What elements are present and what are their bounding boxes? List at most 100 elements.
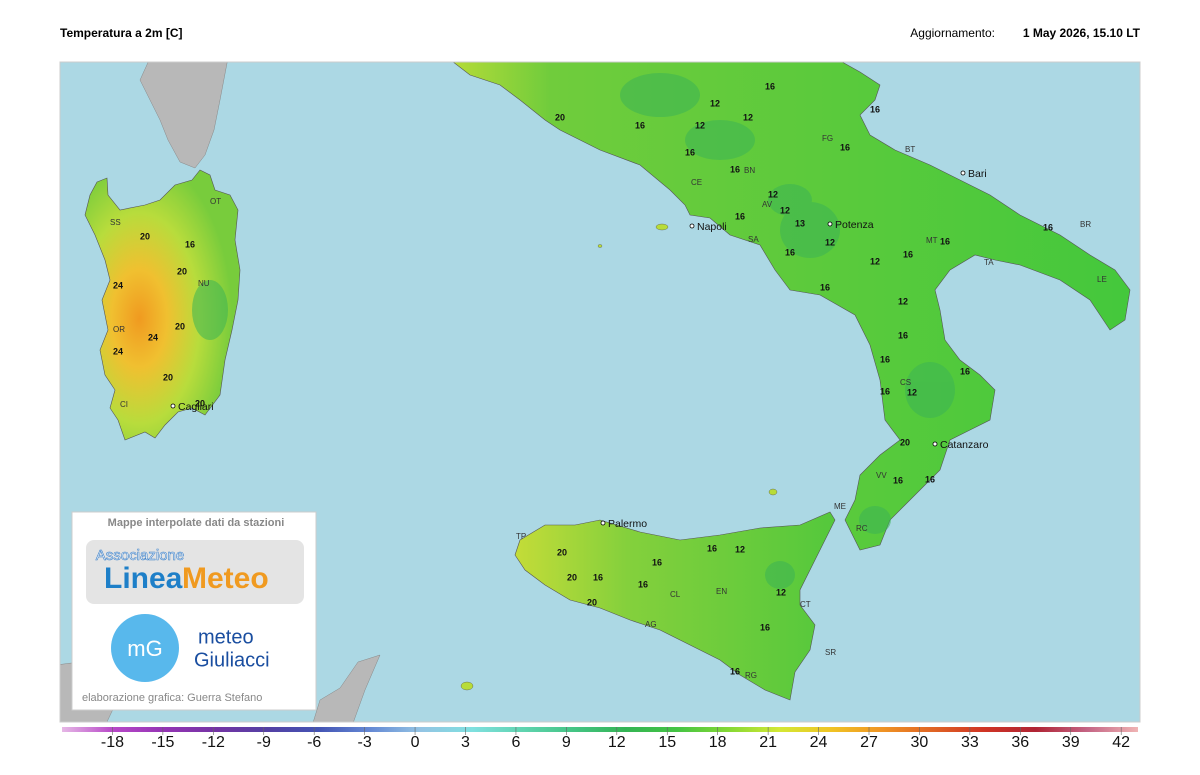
colorbar-tick-label: 36 (1011, 734, 1029, 751)
colorbar-tick-label: 6 (511, 734, 520, 751)
contour-label: 20 (177, 266, 187, 276)
contour-label: 16 (903, 249, 913, 259)
contour-label: 16 (185, 239, 195, 249)
contour-label: 24 (113, 280, 123, 290)
colorbar-tick-label: 21 (759, 734, 777, 751)
colorbar-tick-label: 0 (411, 734, 420, 751)
contour-label: 16 (638, 579, 648, 589)
colorbar-tick-label: -9 (257, 734, 271, 751)
city-label: Napoli (697, 221, 727, 233)
colorbar-tick-label: -12 (202, 734, 225, 751)
contour-label: 16 (898, 330, 908, 340)
contour-label: 16 (870, 104, 880, 114)
meteo-text: meteo (198, 626, 254, 648)
province-code: BN (744, 166, 755, 175)
contour-label: 20 (900, 437, 910, 447)
contour-label: 12 (825, 237, 835, 247)
association: Associazione (96, 547, 184, 564)
province-code: FG (822, 134, 833, 143)
contour-label: 24 (148, 332, 158, 342)
province-code: AV (762, 200, 773, 209)
colorbar-tick-label: 33 (961, 734, 979, 751)
colorbar-tick-label: 9 (562, 734, 571, 751)
contour-label: 16 (635, 120, 645, 130)
province-code: CE (691, 178, 702, 187)
contour-label: 16 (840, 142, 850, 152)
contour-label: 20 (587, 597, 597, 607)
contour-label: 20 (195, 398, 205, 408)
linea-badge (86, 540, 304, 604)
contour-label: 16 (785, 247, 795, 257)
contour-label: 12 (776, 587, 786, 597)
mountain-areas (192, 73, 955, 589)
city-dot (689, 223, 695, 229)
contour-label: 16 (685, 147, 695, 157)
contour-label: 16 (765, 81, 775, 91)
colorbar-tick-label: 30 (911, 734, 929, 751)
update-label: Aggiornamento: (910, 26, 995, 40)
contour-label: 16 (880, 354, 890, 364)
colorbar-tick-label: 39 (1062, 734, 1080, 751)
city-label: Bari (968, 168, 987, 180)
contour-label: 12 (710, 98, 720, 108)
contour-label: 16 (820, 282, 830, 292)
contour-label: 12 (780, 205, 790, 215)
colorbar-tick-label: 24 (810, 734, 828, 751)
contour-label: 16 (730, 164, 740, 174)
colorbar-tick-label: -18 (101, 734, 124, 751)
contour-label: 20 (163, 372, 173, 382)
city-dot (827, 221, 833, 227)
contour-label: 20 (555, 112, 565, 122)
colorbar-tick-label: 15 (658, 734, 676, 751)
contour-label: 20 (567, 572, 577, 582)
province-code: ME (834, 502, 846, 511)
province-code: CL (670, 590, 681, 599)
contour-label: 16 (893, 475, 903, 485)
city-label: Catanzaro (940, 439, 989, 451)
title: Temperatura a 2m [C] (60, 26, 182, 40)
colorbar-tick-label: -3 (358, 734, 372, 751)
contour-label: 12 (870, 256, 880, 266)
contour-label: 16 (707, 543, 717, 553)
sardinia (84, 169, 241, 441)
mg-text: mG (127, 636, 162, 661)
province-code: TP (516, 532, 526, 541)
contour-label: 16 (652, 557, 662, 567)
contour-label: 16 (1043, 222, 1053, 232)
contour-label: 16 (880, 386, 890, 396)
brand-linea: Linea (104, 562, 183, 595)
province-code: CI (120, 400, 128, 409)
colorbar-tick-label: -15 (151, 734, 174, 751)
mainland-italy (452, 62, 1131, 551)
province-code: SS (110, 218, 121, 227)
logo-box: Mappe interpolate dati da stazioni Assoc… (71, 511, 317, 711)
province-code: TA (984, 258, 994, 267)
province-code: CS (900, 378, 911, 387)
colorbar-tick-label: 42 (1112, 734, 1130, 751)
province-code: RC (856, 524, 868, 533)
province-code: LE (1097, 275, 1107, 284)
contour-label: 16 (925, 474, 935, 484)
province-code: SR (825, 648, 836, 657)
map-frame (59, 61, 1141, 723)
contour-label: 16 (735, 211, 745, 221)
city-dot (600, 520, 606, 526)
contour-label: 24 (113, 346, 123, 356)
colorbar-tick-label: -6 (307, 734, 321, 751)
contour-label: 12 (735, 544, 745, 554)
colorbar-tick-label: 18 (709, 734, 727, 751)
contour-label: 12 (768, 189, 778, 199)
contour-label: 16 (593, 572, 603, 582)
contour-label: 16 (960, 366, 970, 376)
colorbar-tick-label: 12 (608, 734, 626, 751)
province-code: CT (800, 600, 811, 609)
contour-label: 16 (730, 666, 740, 676)
contour-label: 13 (795, 218, 805, 228)
mg-logo (111, 614, 179, 682)
city-dot (932, 441, 938, 447)
colorbar-tick-label: 3 (461, 734, 470, 751)
contour-label: 12 (907, 387, 917, 397)
province-code: BR (1080, 220, 1091, 229)
province-code: AG (645, 620, 657, 629)
